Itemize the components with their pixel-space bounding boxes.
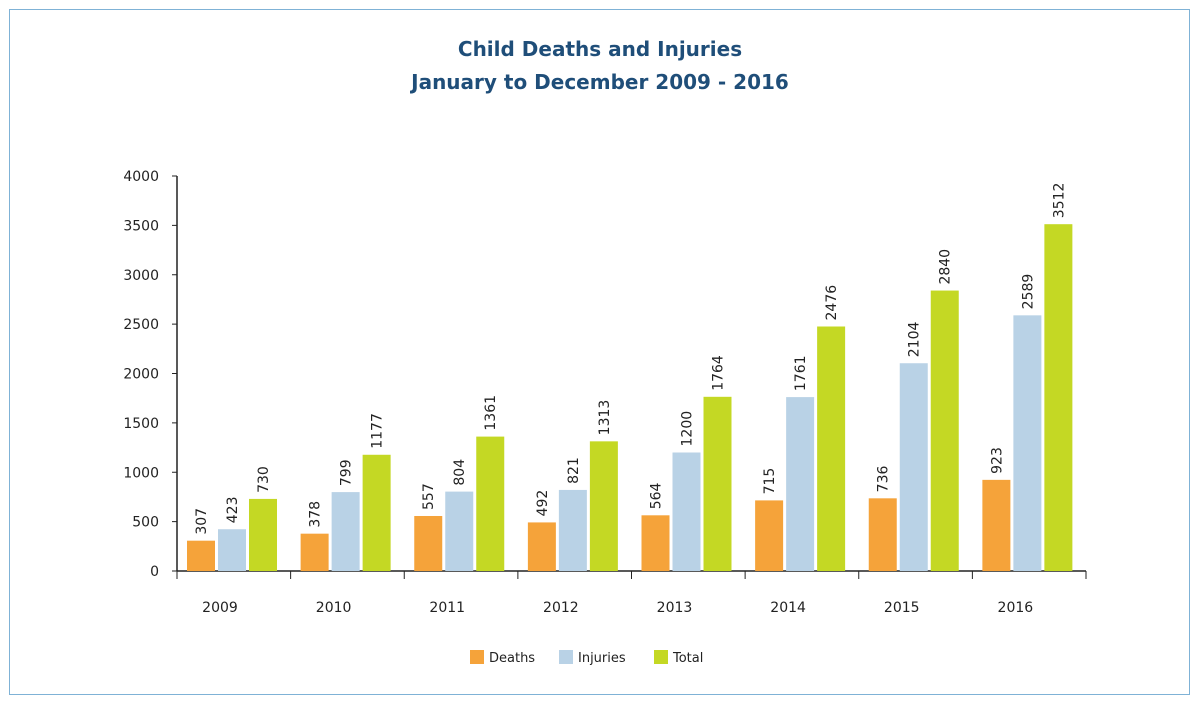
bar-injuries-2015	[899, 363, 928, 571]
x-tick-label: 2010	[316, 600, 352, 616]
data-label: 799	[339, 459, 355, 486]
bar-total-2014	[817, 326, 846, 571]
bar-injuries-2012	[558, 489, 587, 571]
data-label: 492	[535, 490, 551, 517]
data-label: 2589	[1020, 274, 1036, 310]
bar-injuries-2013	[672, 452, 701, 571]
bar-injuries-2014	[786, 397, 815, 571]
legend-label-injuries: Injuries	[578, 651, 626, 666]
bar-deaths-2012	[527, 522, 556, 571]
chart-title: Child Deaths and Injuries	[457, 37, 743, 61]
y-tick-label: 3500	[123, 218, 159, 234]
legend-label-deaths: Deaths	[489, 651, 535, 666]
data-label: 1313	[597, 400, 613, 436]
bar-deaths-2011	[414, 515, 443, 571]
data-label: 307	[194, 508, 210, 535]
bar-injuries-2016	[1013, 315, 1042, 571]
chart-subtitle: January to December 2009 - 2016	[411, 70, 789, 94]
data-label: 736	[876, 466, 892, 493]
legend-swatch-deaths	[470, 650, 484, 664]
data-label: 1200	[680, 411, 696, 447]
bar-deaths-2013	[641, 515, 670, 571]
bar-total-2011	[476, 436, 505, 571]
y-tick-label: 1000	[123, 465, 159, 481]
bar-deaths-2015	[868, 498, 897, 571]
bar-deaths-2009	[187, 540, 215, 571]
x-tick-label: 2015	[884, 600, 920, 616]
legend-label-total: Total	[672, 651, 703, 666]
bar-injuries-2009	[218, 529, 246, 571]
data-label: 378	[308, 501, 324, 528]
y-tick-label: 3000	[123, 268, 159, 284]
data-label: 2840	[938, 249, 954, 285]
bar-deaths-2014	[755, 500, 784, 571]
data-label: 423	[225, 496, 241, 523]
bar-total-2009	[249, 498, 277, 571]
data-label: 1764	[711, 355, 727, 391]
data-label: 1761	[793, 355, 809, 391]
data-label: 821	[566, 457, 582, 484]
bar-total-2013	[703, 396, 732, 571]
x-tick-label: 2013	[657, 600, 693, 616]
data-label: 2476	[824, 285, 840, 321]
y-tick-label: 2500	[123, 317, 159, 333]
x-tick-label: 2016	[998, 600, 1034, 616]
data-label: 1361	[483, 395, 499, 431]
data-label: 1177	[370, 413, 386, 449]
legend-swatch-injuries	[559, 650, 573, 664]
data-label: 2104	[907, 322, 923, 358]
y-tick-label: 0	[150, 564, 159, 580]
bar-injuries-2010	[331, 492, 360, 571]
legend-swatch-total	[654, 650, 668, 664]
bar-deaths-2010	[300, 533, 329, 571]
bar-deaths-2016	[982, 479, 1011, 571]
bar-total-2012	[589, 441, 618, 571]
data-label: 3512	[1051, 183, 1067, 219]
data-label: 564	[649, 482, 665, 509]
data-label: 557	[421, 483, 437, 510]
y-tick-label: 1500	[123, 416, 159, 432]
x-tick-label: 2012	[543, 600, 579, 616]
y-tick-label: 4000	[123, 169, 159, 185]
data-label: 730	[256, 466, 272, 493]
bar-total-2016	[1044, 224, 1073, 571]
bar-injuries-2011	[445, 491, 474, 571]
x-tick-label: 2009	[202, 600, 238, 616]
data-label: 923	[989, 447, 1005, 474]
data-label: 804	[452, 459, 468, 486]
bar-total-2010	[362, 454, 391, 571]
y-tick-label: 500	[132, 515, 159, 531]
x-tick-label: 2011	[429, 600, 465, 616]
y-tick-label: 2000	[123, 367, 159, 383]
x-tick-label: 2014	[770, 600, 806, 616]
data-label: 715	[762, 468, 778, 495]
bar-total-2015	[930, 290, 959, 571]
chart-frame	[9, 9, 1190, 695]
